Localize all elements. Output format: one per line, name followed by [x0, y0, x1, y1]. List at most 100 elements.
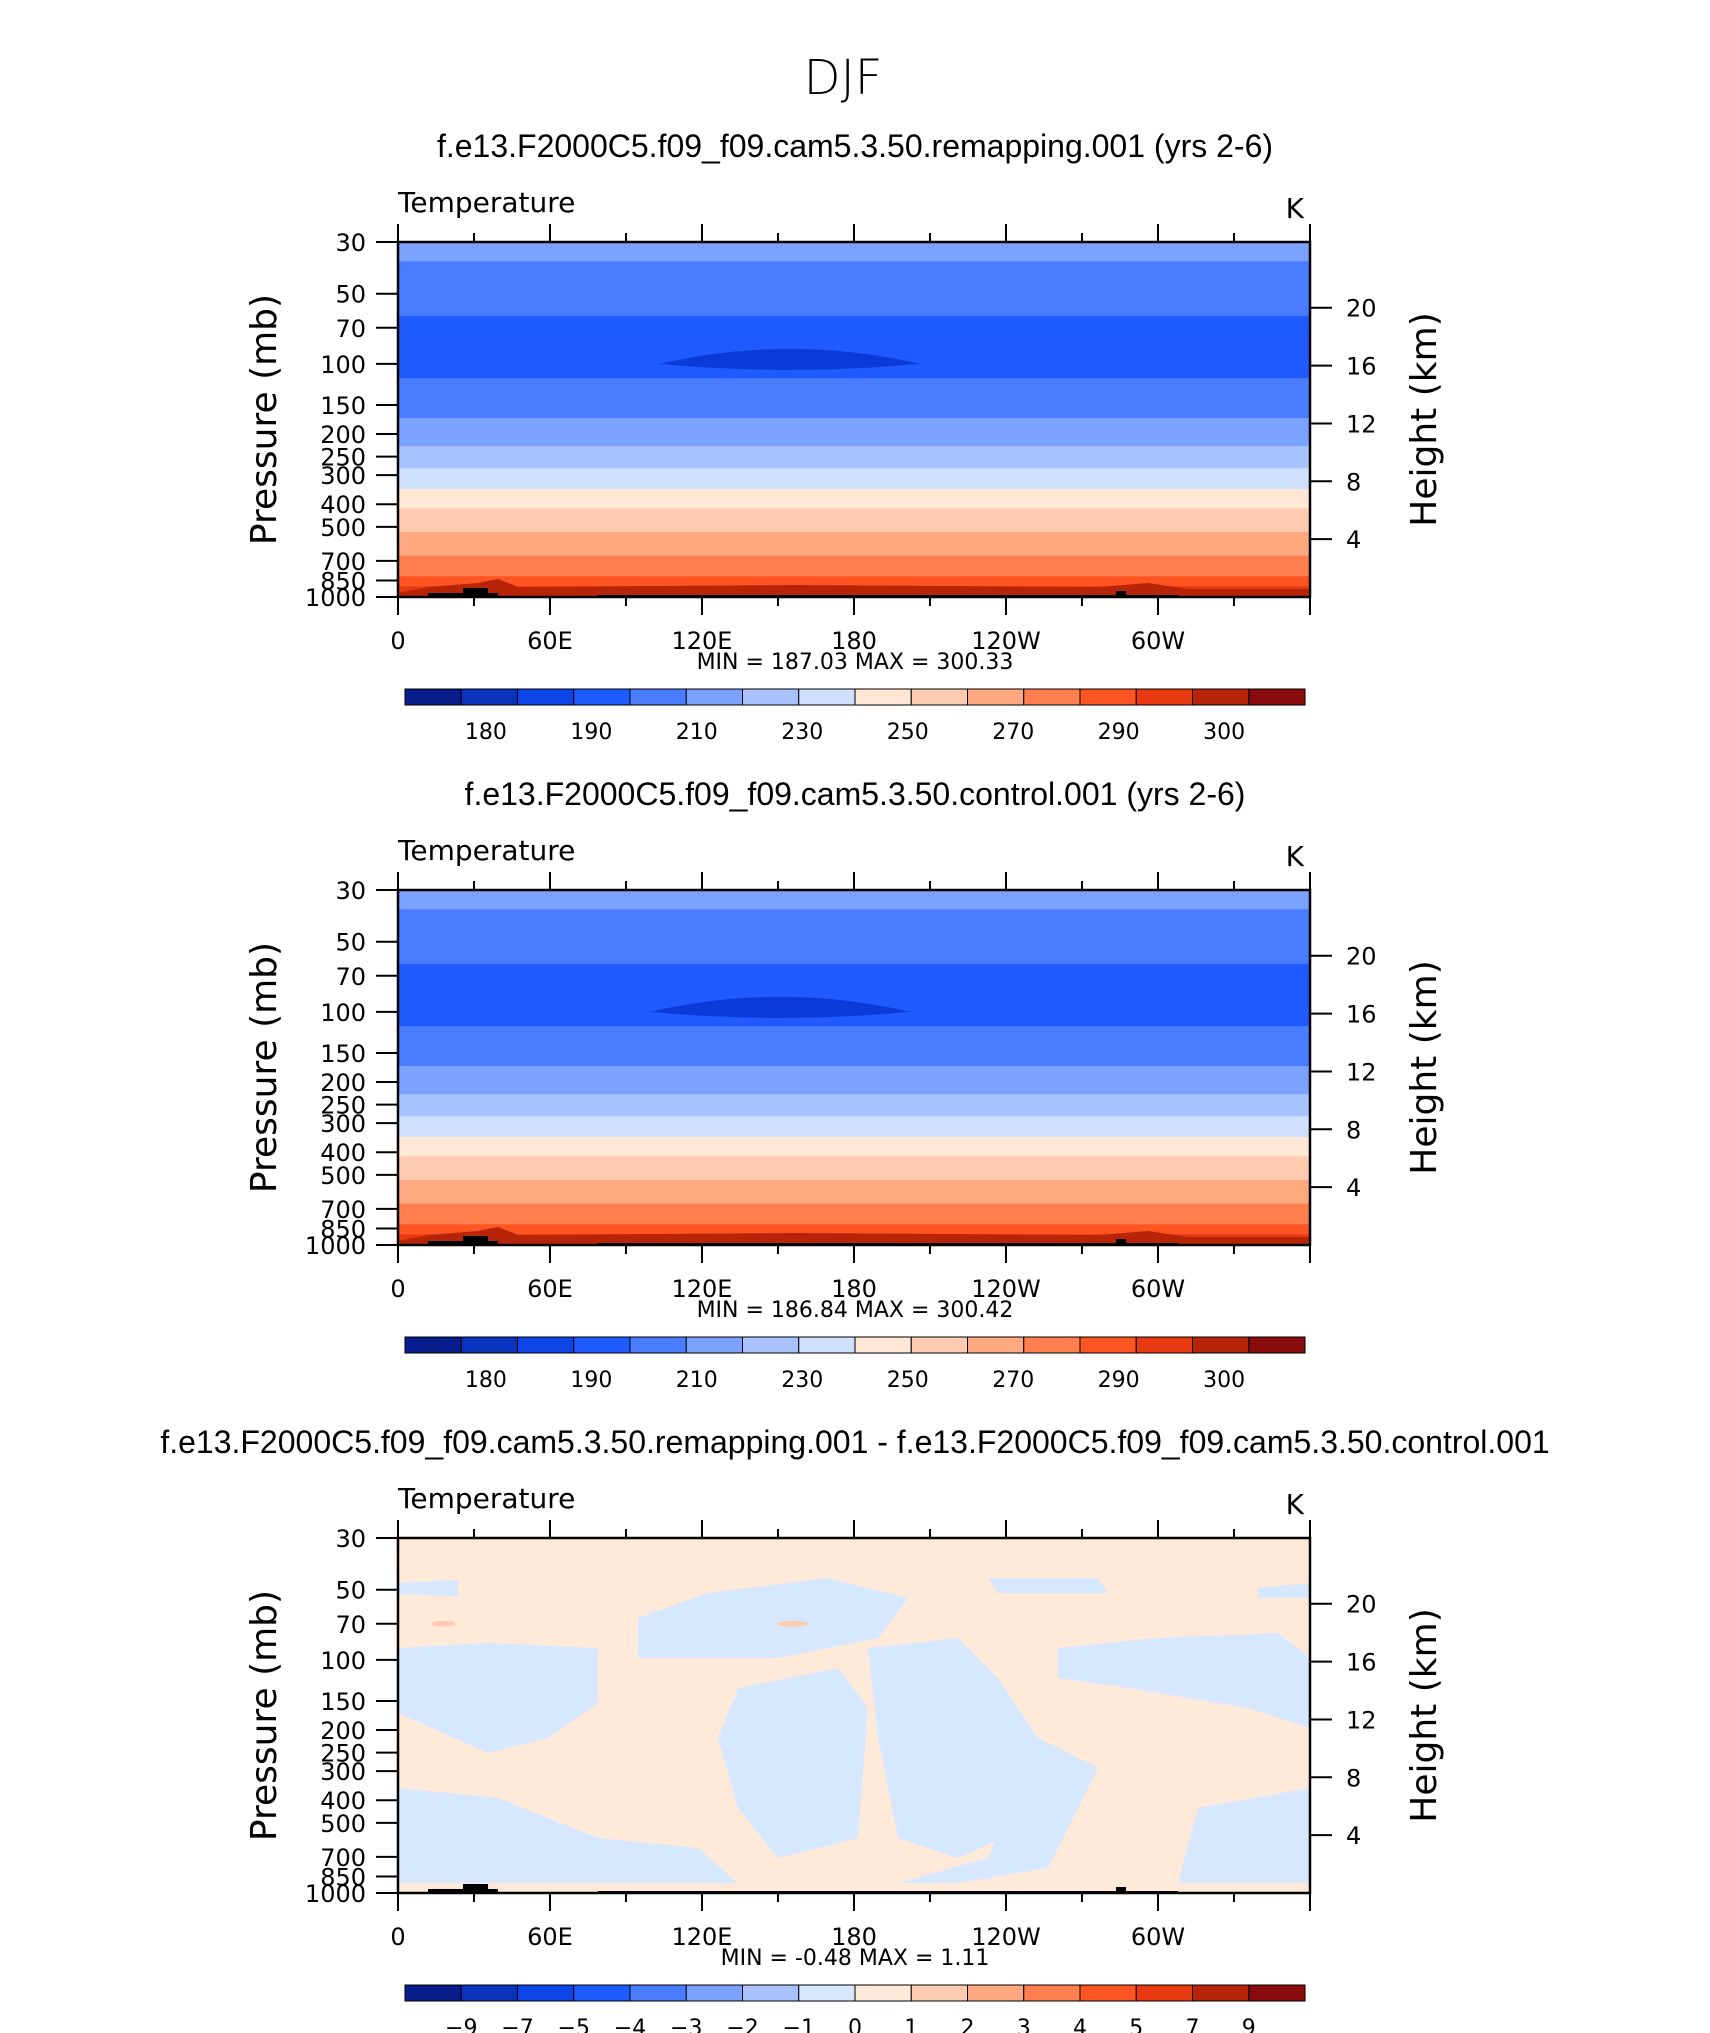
x-tick-label: 60E	[527, 627, 573, 655]
contour-band	[398, 487, 1310, 491]
contour-band	[398, 512, 1310, 516]
contour-band	[398, 1219, 1310, 1223]
contour-band	[398, 1169, 1310, 1173]
colorbar-swatch	[1192, 688, 1250, 706]
colorbar-label: 230	[781, 720, 823, 745]
contour-band	[398, 561, 1310, 564]
contour-band	[398, 1117, 1310, 1121]
colorbar-label: 190	[570, 1368, 612, 1393]
contour-band	[398, 315, 1310, 319]
contour-band	[398, 534, 1310, 538]
contour-band	[398, 1159, 1310, 1162]
contour-band	[398, 1039, 1310, 1042]
y2-axis-title: Height (km)	[1404, 312, 1445, 526]
colorbar-swatch	[573, 688, 631, 706]
colorbar-label: 180	[465, 720, 507, 745]
contour-band	[398, 1131, 1310, 1134]
colorbar-swatch	[573, 1984, 631, 2002]
contour-band	[398, 293, 1310, 297]
contour-band	[398, 1200, 1310, 1204]
contour-band	[398, 1052, 1310, 1056]
contour-band	[398, 567, 1310, 570]
contour-band	[398, 333, 1310, 337]
contour-band	[398, 910, 1310, 914]
contour-band	[398, 1024, 1310, 1028]
contour-band	[398, 280, 1310, 283]
contour-band	[398, 450, 1310, 454]
contour-band	[398, 1083, 1310, 1087]
land-mask	[1116, 1239, 1126, 1245]
contour-band	[398, 1015, 1310, 1019]
contour-band	[398, 975, 1310, 979]
contour-band	[398, 580, 1310, 584]
contour-band	[398, 524, 1310, 527]
contour-band	[398, 320, 1310, 323]
contour-band	[398, 929, 1310, 933]
colorbar-swatch	[685, 1984, 743, 2002]
contour-band	[398, 992, 1310, 995]
contour-band	[398, 243, 1310, 246]
contour-band	[398, 1203, 1310, 1207]
contour-band	[398, 935, 1310, 939]
contour-band	[398, 1166, 1310, 1170]
contour-band	[398, 1074, 1310, 1078]
contour-band	[398, 332, 1310, 335]
contour-band	[398, 1196, 1310, 1199]
y2-tick-label: 20	[1346, 943, 1377, 971]
contour-band	[398, 494, 1310, 498]
y-tick-label: 850	[320, 1864, 366, 1892]
contour-band	[398, 528, 1310, 532]
colorbar-label: 250	[887, 720, 929, 745]
contour-band	[398, 1023, 1310, 1026]
contour-band	[398, 904, 1310, 908]
contour-band	[398, 431, 1310, 434]
colorbar-swatch	[460, 1984, 518, 2002]
contour-band	[398, 474, 1310, 477]
contour-band	[398, 1063, 1310, 1066]
contour-band	[398, 560, 1310, 563]
contour-band	[398, 1114, 1310, 1118]
contour-band	[398, 438, 1310, 442]
y-tick-label: 150	[320, 1688, 366, 1716]
colorbar-label: 1	[904, 2016, 918, 2033]
land-mask	[428, 1884, 498, 1893]
contour-band	[398, 925, 1310, 928]
contour-band	[398, 457, 1310, 461]
contour-band	[398, 539, 1310, 542]
contour-band	[398, 1215, 1310, 1218]
contour-band	[398, 250, 1310, 254]
contour-band	[398, 938, 1310, 942]
contour-band	[398, 1156, 1310, 1159]
contour-band	[398, 931, 1310, 934]
contour-band	[398, 447, 1310, 451]
y-tick-label: 30	[335, 1525, 366, 1553]
contour-band	[398, 489, 1310, 492]
contour-band	[398, 1120, 1310, 1124]
contour-band	[398, 440, 1310, 443]
contour-band	[398, 554, 1310, 557]
contour-band	[398, 573, 1310, 576]
y-tick-label: 700	[320, 1196, 366, 1224]
contour-band	[398, 394, 1310, 397]
colorbar-swatch	[1135, 688, 1193, 706]
colorbar-swatch	[1135, 1984, 1193, 2002]
colorbar-label: −1	[783, 2016, 815, 2033]
y-tick-label: 50	[335, 281, 366, 309]
colorbar-label: 270	[992, 1368, 1034, 1393]
units-label: K	[1286, 1488, 1305, 1521]
y2-tick-label: 4	[1346, 1822, 1361, 1850]
contour-band	[398, 1092, 1310, 1096]
contour-band	[398, 579, 1310, 582]
contour-band	[398, 562, 1310, 566]
contour-band	[398, 415, 1310, 418]
contour-band	[398, 1218, 1310, 1221]
contour-band	[398, 551, 1310, 554]
contour-band	[398, 952, 1310, 955]
colorbar-label: 210	[676, 720, 718, 745]
contour-band	[398, 502, 1310, 505]
contour-band	[398, 912, 1310, 915]
x-tick-label: 120W	[971, 627, 1041, 655]
colorbar-label: 300	[1203, 720, 1245, 745]
contour-band	[398, 326, 1310, 329]
contour-band	[398, 283, 1310, 286]
